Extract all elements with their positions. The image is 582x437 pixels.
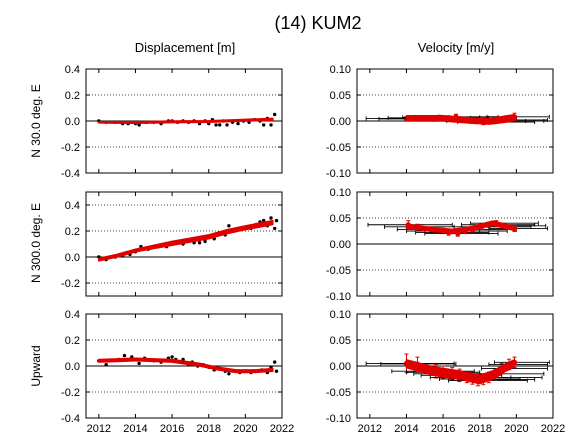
y-tick-label: 0.4 [65,200,80,212]
y-tick-label: -0.2 [61,278,80,290]
y-tick-label: 0.10 [330,64,351,76]
y-tick-label: 0.00 [330,116,351,128]
data-point [122,353,127,358]
data-point [274,218,279,223]
x-tick-label: 2018 [467,423,491,435]
y-tick-label: 0.10 [330,187,351,199]
data-point [272,112,277,117]
data-point [137,361,141,366]
y-tick-label: -0.2 [61,142,80,154]
model-band [98,357,274,374]
data-point [272,360,277,364]
plot-frame [356,191,554,297]
plot-frame [356,313,554,419]
y-tick-label: 0.0 [65,252,80,264]
panel-velocity-2: -0.10 -0.05 0.00 0.05 0.10 [326,187,554,303]
panel-displacement-3: -0.4 -0.2 0.0 0.2 0.4 2012 2014 2016 2018 2020 202… [61,309,294,435]
y-tick-label: 0.05 [330,213,351,225]
y-tick-label: 0.05 [330,90,351,102]
x-tick-label: 2014 [394,423,418,435]
x-tick-label: 2012 [87,423,111,435]
y-tick-label: 0.00 [330,361,351,373]
y-tick-label: 0.00 [330,239,351,251]
data-point [218,123,222,127]
x-tick-label: 2020 [233,423,257,435]
y-tick-label: -0.2 [61,387,80,399]
panel-velocity-1: -0.10 -0.05 0.00 0.05 0.10 [326,64,554,180]
y-tick-label: -0.10 [326,413,351,425]
y-tick-label: 0.10 [330,309,351,321]
y-tick-label: -0.10 [326,168,351,180]
x-tick-label: 2022 [541,423,565,435]
model-band [405,220,516,235]
model-band [405,114,516,125]
y-tick-label: -0.05 [326,265,351,277]
y-tick-label: 0.0 [65,116,80,128]
y-tick-label: -0.4 [61,413,80,425]
plot-frame [356,68,554,174]
data-point [261,123,266,127]
plot-frame [85,313,283,419]
data-point [203,239,207,244]
data-point [104,363,108,367]
data-point [269,123,273,127]
model-band [98,219,274,262]
x-tick-label: 2016 [160,423,184,435]
y-tick-label: 0.4 [65,309,80,321]
data-point [272,226,277,231]
panel-velocity-3: -0.10 -0.05 0.00 0.05 0.10 2012 2014 2016 2018 20… [326,309,565,435]
model-band [98,117,274,125]
column-title-velocity: Velocity [m/y] [418,40,495,55]
data-point [227,372,231,376]
y-tick-label: -0.10 [326,291,351,303]
panel-displacement-1: -0.4 -0.2 0.0 0.2 0.4 [61,64,283,180]
y-tick-label: 0.2 [65,90,80,102]
data-point [225,123,229,127]
data-point [227,224,231,228]
y-tick-label: 0.4 [65,64,80,76]
model-band [405,359,516,385]
y-tick-label: 0.2 [65,226,80,238]
data-point [214,123,218,127]
panels: -0.4-0.20.00.20.4-0.10-0.050.000.050.10-… [61,64,565,435]
x-tick-label: 2016 [431,423,455,435]
x-tick-label: 2022 [270,423,294,435]
data-point [236,121,240,126]
data-point [137,123,141,127]
x-tick-label: 2012 [358,423,382,435]
y-tick-label: -0.4 [61,168,80,180]
row-label-upward: Upward [29,345,43,386]
x-tick-label: 2018 [196,423,220,435]
y-tick-label: -0.05 [326,142,351,154]
row-label-n30: N 30.0 deg. E [29,84,43,157]
y-tick-label: 0.2 [65,335,80,347]
row-label-n300: N 300.0 deg. E [29,203,43,283]
x-tick-label: 2020 [504,423,528,435]
figure-title: (14) KUM2 [274,13,361,33]
data-point [269,216,273,220]
y-tick-label: 0.0 [65,361,80,373]
y-tick-label: 0.05 [330,335,351,347]
plot-frame [85,68,283,174]
data-point [274,369,279,373]
data-point [170,355,174,359]
column-title-displacement: Displacement [m] [135,40,235,55]
data-point [197,241,202,245]
y-tick-label: -0.05 [326,387,351,399]
plot-frame [85,191,283,297]
x-tick-label: 2014 [123,423,147,435]
panel-displacement-2: -0.2 0.0 0.2 0.4 [61,191,283,297]
